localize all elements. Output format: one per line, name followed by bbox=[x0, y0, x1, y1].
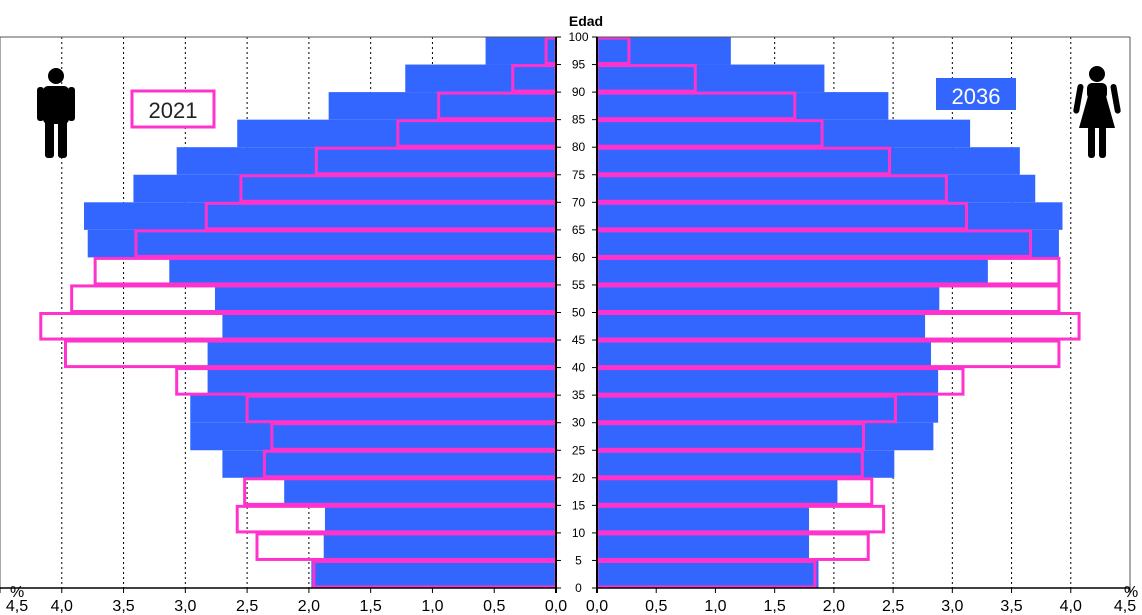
age-tick-label: 10 bbox=[572, 526, 586, 540]
x-tick-label-right: 1,0 bbox=[704, 598, 726, 615]
age-tick-label: 15 bbox=[572, 498, 586, 512]
bar-male-2036 bbox=[328, 92, 556, 120]
bar-male-2036 bbox=[214, 284, 556, 313]
age-tick-label: 30 bbox=[572, 416, 586, 430]
age-tick-label: 45 bbox=[572, 333, 586, 347]
bar-female-2036 bbox=[597, 257, 988, 285]
bar-male-2036 bbox=[169, 257, 556, 285]
bar-female-2036 bbox=[597, 505, 810, 533]
bar-female-2036 bbox=[597, 37, 731, 65]
bar-female-2036 bbox=[597, 532, 810, 561]
x-tick-label-left: 1,0 bbox=[421, 598, 443, 615]
bar-female-2036 bbox=[597, 560, 819, 588]
x-tick-label-right: 2,0 bbox=[823, 598, 845, 615]
age-tick-label: 50 bbox=[572, 306, 586, 320]
age-tick-label: 75 bbox=[572, 168, 586, 182]
age-tick-label: 85 bbox=[572, 113, 586, 127]
x-tick-label-left: 2,5 bbox=[236, 598, 258, 615]
bar-female-2036 bbox=[597, 422, 934, 451]
age-tick-label: 90 bbox=[572, 85, 586, 99]
age-tick-label: 100 bbox=[568, 30, 588, 44]
bar-female-2036 bbox=[597, 367, 939, 396]
x-tick-label-left: 4,5 bbox=[6, 598, 28, 615]
x-tick-label-right: 1,5 bbox=[764, 598, 786, 615]
axes-group bbox=[0, 36, 1131, 593]
x-tick-label-left: 1,5 bbox=[360, 598, 382, 615]
x-tick-label-right: 4,5 bbox=[1114, 598, 1136, 615]
x-tick-label-left: 0,0 bbox=[545, 598, 567, 615]
bar-male-2036 bbox=[87, 229, 557, 258]
age-tick-label: 35 bbox=[572, 388, 586, 402]
x-tick-label-right: 0,0 bbox=[586, 598, 608, 615]
age-axis-title: Edad bbox=[569, 13, 603, 29]
age-tick-label: 80 bbox=[572, 140, 586, 154]
bar-male-2036 bbox=[324, 505, 556, 533]
x-tick-label-right: 4,0 bbox=[1060, 598, 1082, 615]
bar-male-2036 bbox=[222, 312, 556, 341]
bar-male-2036 bbox=[311, 560, 556, 588]
age-tick-label: 65 bbox=[572, 223, 586, 237]
age-tick-label: 5 bbox=[575, 553, 582, 567]
bar-female-2036 bbox=[597, 64, 825, 93]
age-tick-label: 70 bbox=[572, 195, 586, 209]
labels-group: 0,0 0,0 0,5 0,5 1,0 1,0 1,5 1,5 2,0 2,0 2,5 2,5 3,0 3… bbox=[6, 30, 1136, 615]
age-tick-label: 55 bbox=[572, 278, 586, 292]
bar-male-2036 bbox=[190, 422, 556, 451]
x-tick-label-left: 0,5 bbox=[483, 598, 505, 615]
bar-male-2036 bbox=[485, 37, 556, 65]
man-icon bbox=[37, 68, 75, 158]
bar-female-2036 bbox=[597, 92, 889, 120]
bar-male-2036 bbox=[207, 340, 556, 368]
bar-male-2036 bbox=[176, 147, 556, 175]
bar-female-2036 bbox=[597, 340, 932, 368]
age-tick-label: 95 bbox=[572, 58, 586, 72]
age-tick-label: 0 bbox=[575, 581, 582, 595]
bar-female-2036 bbox=[597, 284, 940, 313]
bar-male-2036 bbox=[405, 64, 556, 93]
bar-male-2036 bbox=[222, 450, 556, 478]
bar-male-2036 bbox=[323, 532, 556, 561]
x-tick-label-left: 2,0 bbox=[298, 598, 320, 615]
bar-female-2036 bbox=[597, 202, 1063, 230]
bar-female-2036 bbox=[597, 395, 939, 423]
x-tick-label-right: 3,0 bbox=[941, 598, 963, 615]
bar-male-2036 bbox=[84, 202, 557, 230]
x-tick-label-left: 4,0 bbox=[51, 598, 73, 615]
x-tick-label-right: 3,5 bbox=[1000, 598, 1022, 615]
x-tick-label-right: 2,5 bbox=[882, 598, 904, 615]
age-tick-label: 60 bbox=[572, 250, 586, 264]
legend-2021-label: 2021 bbox=[149, 98, 198, 123]
x-tick-label-left: 3,5 bbox=[112, 598, 134, 615]
bar-female-2036 bbox=[597, 119, 971, 148]
legend-2036-label: 2036 bbox=[952, 84, 1001, 109]
bar-male-2036 bbox=[207, 367, 556, 396]
bar-male-2036 bbox=[190, 395, 556, 423]
bar-female-2036 bbox=[597, 229, 1059, 258]
bar-female-2036 bbox=[597, 477, 838, 506]
center-strip bbox=[557, 37, 596, 588]
bar-male-2036 bbox=[284, 477, 556, 506]
age-tick-label: 25 bbox=[572, 443, 586, 457]
legend-2021: 2021 bbox=[130, 89, 216, 129]
legend-2036: 2036 bbox=[936, 78, 1016, 110]
bar-female-2036 bbox=[597, 450, 895, 478]
unit-label-left: % bbox=[10, 584, 24, 601]
bar-female-2036 bbox=[597, 174, 1036, 203]
bar-male-2036 bbox=[133, 174, 556, 203]
unit-label-right: % bbox=[1124, 584, 1138, 601]
age-tick-label: 40 bbox=[572, 361, 586, 375]
x-tick-label-right: 0,5 bbox=[645, 598, 667, 615]
woman-icon bbox=[1073, 66, 1121, 158]
bar-female-2036 bbox=[597, 147, 1020, 175]
x-tick-label-left: 3,0 bbox=[174, 598, 196, 615]
bar-female-2036 bbox=[597, 312, 926, 341]
age-tick-label: 20 bbox=[572, 471, 586, 485]
